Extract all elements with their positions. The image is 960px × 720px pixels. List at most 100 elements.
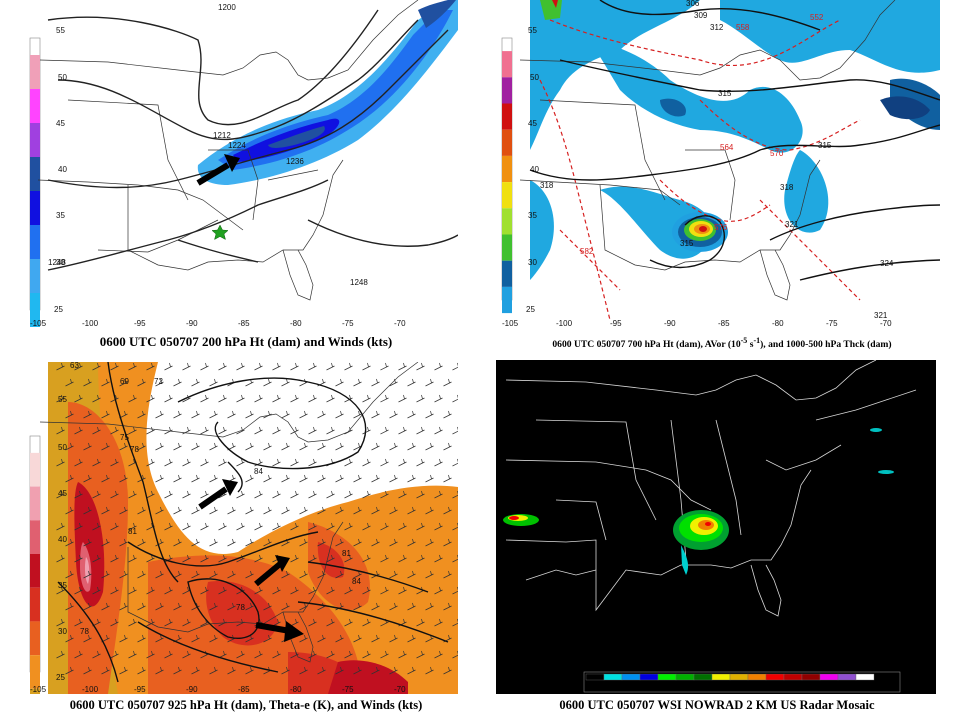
wind-barb	[155, 378, 164, 387]
colorbar-segment	[30, 225, 40, 259]
wind-barb	[344, 618, 353, 627]
wind-barb	[371, 602, 380, 611]
dbz-tick-label: 45	[750, 684, 758, 691]
wind-barb	[263, 442, 272, 451]
wind-barb	[119, 442, 128, 451]
wind-barb	[290, 458, 299, 467]
wind-barb	[119, 570, 128, 579]
longitude-tick-label: -95	[134, 685, 146, 694]
contour-label: 81	[342, 549, 351, 558]
wind-barb	[200, 394, 209, 403]
wind-barb	[344, 458, 353, 467]
wind-barb	[56, 458, 65, 467]
wind-barb	[371, 410, 380, 419]
panel-radar-caption: 0600 UTC 050707 WSI NOWRAD 2 KM US Radar…	[559, 698, 875, 712]
latitude-label: 50	[58, 443, 67, 452]
wind-barb	[164, 362, 173, 371]
wind-barb	[218, 586, 227, 595]
wind-barb	[83, 410, 92, 419]
wind-barb	[317, 666, 326, 675]
wind-barb	[272, 362, 281, 371]
wind-barb	[290, 490, 299, 499]
wind-barb	[227, 570, 236, 579]
wind-barb	[344, 586, 353, 595]
wind-barb	[380, 458, 389, 467]
wind-barb	[308, 650, 317, 659]
longitude-tick-label: -75	[342, 319, 354, 328]
wind-barb	[101, 410, 110, 419]
wind-barb	[254, 458, 263, 467]
wind-barb	[236, 522, 245, 531]
wind-barb	[317, 474, 326, 483]
wind-barb	[173, 410, 182, 419]
wind-barb	[371, 474, 380, 483]
colorbar-segment	[30, 486, 40, 521]
wind-barb	[83, 602, 92, 611]
wind-barb	[182, 522, 191, 531]
wind-barb	[335, 666, 344, 675]
wind-barb	[281, 602, 290, 611]
latitude-label: 45	[56, 119, 65, 128]
colorbar-segment	[30, 655, 40, 689]
wind-barb	[380, 394, 389, 403]
panel-700hpa-caption: 0600 UTC 050707 700 hPa Ht (dam), AVor (…	[552, 336, 892, 351]
wind-barb	[155, 666, 164, 675]
latitude-label: 25	[54, 305, 63, 314]
wind-barb	[452, 554, 458, 563]
contour-label: 84	[254, 467, 263, 476]
wind-barb	[191, 506, 200, 515]
latitude-label: 45	[528, 119, 537, 128]
wind-barb	[443, 666, 452, 675]
wind-barb	[452, 586, 458, 595]
wind-barb	[254, 490, 263, 499]
wind-barb	[299, 634, 308, 643]
wind-barb	[245, 570, 254, 579]
wind-barb	[434, 554, 443, 563]
wind-barb	[164, 426, 173, 435]
wind-barb	[371, 666, 380, 675]
panel-radar-mosaic: NO 05 10 15 20 25 30 35 40 45 50 55 60 65 70 75 DBZ	[496, 360, 936, 694]
latitude-labels: 55 50 45 40 35 30 25	[56, 395, 67, 682]
wind-barb	[272, 426, 281, 435]
wind-barb	[146, 586, 155, 595]
dbz-color-cell	[855, 673, 875, 681]
latitude-labels: 55 50 45 40 35 30 25	[54, 26, 67, 314]
wind-barb	[110, 586, 119, 595]
height-contour-label: 315	[818, 141, 832, 150]
longitude-tick-label: -90	[664, 319, 676, 328]
wind-barb	[434, 618, 443, 627]
height-contour-label: 321	[785, 220, 799, 229]
wind-barb	[317, 506, 326, 515]
colorbar-700hpa: 5046423834302622181410	[501, 37, 513, 314]
colorbar-segment	[502, 182, 512, 209]
longitude-tick-label: -105	[30, 319, 47, 328]
wind-barb	[173, 378, 182, 387]
wind-barb	[56, 362, 65, 371]
wind-barb	[371, 570, 380, 579]
longitude-tick-label: -75	[342, 685, 354, 694]
latitude-label: 50	[58, 73, 67, 82]
wind-barb	[119, 634, 128, 643]
wind-barb	[416, 362, 425, 371]
wind-barb	[191, 410, 200, 419]
colorbar-segment	[502, 208, 512, 235]
wind-barb	[371, 506, 380, 515]
colorbar-segment	[502, 286, 512, 314]
wind-barb	[65, 538, 74, 547]
wind-barb	[137, 506, 146, 515]
dbz-tick-label: 15	[642, 684, 650, 691]
longitude-tick-label: -105	[30, 685, 47, 694]
wind-barb	[137, 538, 146, 547]
dbz-color-cell	[711, 673, 731, 681]
wind-barb	[83, 474, 92, 483]
wind-barb	[56, 586, 65, 595]
wind-barb	[146, 490, 155, 499]
wind-barb	[425, 474, 434, 483]
wind-barb	[344, 522, 353, 531]
wind-barb	[317, 538, 326, 547]
wind-barb	[434, 522, 443, 531]
wind-barb	[101, 666, 110, 675]
map-200hpa: 706560555045403525	[28, 0, 458, 330]
latitude-label: 30	[56, 258, 65, 267]
wind-barb	[308, 426, 317, 435]
